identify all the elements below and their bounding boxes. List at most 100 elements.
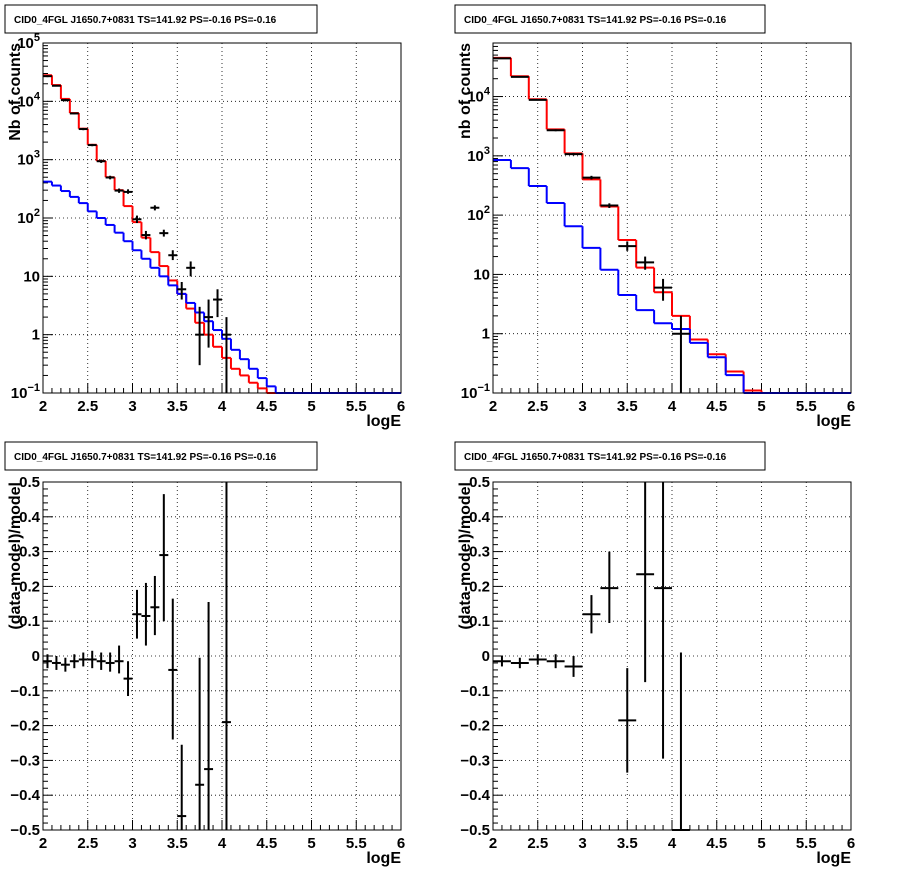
data-point — [672, 315, 690, 393]
data-point — [564, 656, 583, 677]
x-tick-label: 4.5 — [706, 835, 727, 852]
data-point — [654, 482, 672, 759]
y-tick-base: 10 — [17, 210, 34, 227]
data-point — [654, 278, 672, 301]
y-tick-label: 0.2 — [19, 578, 40, 595]
x-axis-label: logE — [816, 413, 851, 430]
x-tick-label: 5 — [307, 835, 315, 852]
data-point — [105, 175, 115, 180]
x-tick-label: 3 — [128, 398, 136, 415]
data-point — [132, 215, 142, 224]
y-tick-label: −0.3 — [460, 752, 490, 769]
data-point — [177, 744, 187, 830]
data-point — [96, 159, 106, 163]
y-tick-base: 10 — [461, 385, 478, 402]
data-point — [78, 127, 88, 131]
x-tick-label: 3 — [578, 398, 586, 415]
y-tick-base: 10 — [17, 152, 34, 169]
y-tick-label: 10−1 — [11, 382, 40, 402]
y-tick-label: 10−1 — [461, 382, 490, 402]
x-axis-label: logE — [366, 850, 401, 867]
plot-frame — [492, 481, 852, 831]
x-tick-label: 3.5 — [617, 835, 638, 852]
chart-panel-3: 2 2.5 3 3.5 4 4.5 5 5.5 6 −0.5 −0.4 −0.3 −0.2 −0.1 0 0.… — [4, 441, 405, 867]
y-tick-label: −0.5 — [460, 822, 490, 839]
y-tick-exponent: −1 — [477, 382, 490, 394]
chart-panel-2: 2 2.5 3 3.5 4 4.5 5 5.5 610−1110102103104logEnb … — [454, 4, 855, 430]
y-tick-label: 1 — [32, 327, 40, 344]
data-point — [510, 75, 529, 78]
chart-title: CID0_4FGL J1650.7+0831 TS=141.92 PS=-0.1… — [14, 452, 277, 463]
data-point — [528, 98, 547, 101]
y-tick-label: 0.4 — [19, 509, 41, 526]
data-point — [159, 494, 169, 622]
x-tick-label: 2.5 — [527, 398, 548, 415]
y-tick-exponent: 4 — [34, 90, 41, 102]
x-tick-label: 5 — [757, 398, 765, 415]
x-tick-label: 3.5 — [617, 398, 638, 415]
chart-panel-1: 2 2.5 3 3.5 4 4.5 5 5.5 610−1110102103104105logE… — [4, 4, 405, 430]
data-point — [114, 645, 124, 674]
y-tick-exponent: 4 — [484, 86, 491, 98]
x-tick-label: 3 — [128, 835, 136, 852]
data-point — [43, 75, 52, 78]
y-axis-label: nb of counts — [457, 43, 474, 139]
data-point — [141, 582, 151, 646]
x-tick-label: 6 — [847, 835, 855, 852]
y-tick-label: 0.2 — [469, 578, 490, 595]
data-point — [600, 551, 619, 623]
y-tick-label: −0.1 — [460, 683, 490, 700]
x-tick-label: 5.5 — [346, 835, 367, 852]
data-point — [582, 175, 601, 180]
y-tick-label: −0.2 — [10, 718, 40, 735]
x-tick-label: 3 — [578, 835, 586, 852]
y-tick-label: 103 — [17, 149, 40, 169]
y-tick-label: 0.5 — [469, 474, 490, 491]
y-tick-label: −0.4 — [10, 787, 40, 804]
x-tick-label: 5.5 — [796, 398, 817, 415]
data-point — [51, 84, 61, 87]
y-tick-label: 0.1 — [469, 613, 490, 630]
y-tick-label: 104 — [17, 90, 41, 110]
y-tick-exponent: 3 — [484, 145, 490, 157]
data-point — [150, 575, 160, 636]
x-tick-label: 2 — [489, 835, 497, 852]
y-tick-label: 0.5 — [19, 474, 40, 491]
data-point — [69, 112, 79, 115]
data-point — [618, 241, 637, 251]
data-point — [60, 98, 70, 102]
plot-area — [493, 482, 851, 830]
data-point — [493, 57, 511, 60]
data-point — [168, 250, 178, 261]
y-tick-label: 103 — [467, 145, 490, 165]
data-point — [87, 650, 97, 669]
x-tick-label: 6 — [397, 835, 405, 852]
x-tick-label: 6 — [847, 398, 855, 415]
data-point — [195, 306, 205, 366]
data-point — [132, 589, 142, 639]
chart-title-box — [454, 441, 766, 471]
y-tick-label: 0.4 — [469, 509, 491, 526]
chart-title-box — [4, 441, 318, 471]
x-tick-label: 4 — [218, 835, 227, 852]
data-point — [114, 188, 124, 193]
data-point — [105, 652, 115, 672]
y-tick-base: 10 — [11, 385, 28, 402]
x-tick-label: 2.5 — [77, 398, 98, 415]
data-point — [177, 281, 187, 300]
x-tick-label: 2.5 — [77, 835, 98, 852]
data-point — [60, 657, 70, 672]
y-tick-label: −0.3 — [10, 752, 40, 769]
data-point — [78, 652, 88, 667]
chart-title: CID0_4FGL J1650.7+0831 TS=141.92 PS=-0.1… — [464, 452, 727, 463]
data-point — [51, 656, 61, 670]
data-point — [510, 657, 529, 669]
data-point — [96, 652, 106, 670]
data-point — [123, 189, 133, 194]
data-point — [69, 654, 79, 669]
y-tick-label: 10 — [473, 266, 490, 283]
y-tick-label: 102 — [17, 207, 40, 227]
y-axis-label: (data-model)/model — [457, 482, 474, 630]
x-tick-label: 4.5 — [256, 835, 277, 852]
data-point — [43, 654, 52, 669]
